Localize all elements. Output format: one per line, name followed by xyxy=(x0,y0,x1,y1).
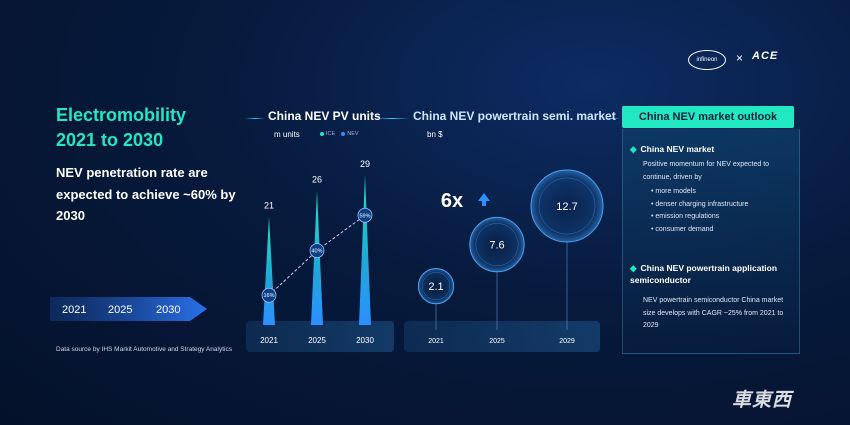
legend-nev: NEV xyxy=(341,131,359,137)
semi-bubble xyxy=(417,267,455,305)
semi-value-label: 2.1 xyxy=(428,281,443,293)
semi-category-label: 2021 xyxy=(428,338,444,345)
semi-category-label: 2025 xyxy=(489,338,505,345)
semi-value-label: 7.6 xyxy=(489,240,504,252)
outlook-text: NEV powertrain semiconductor China marke… xyxy=(643,297,784,329)
list-item: more models xyxy=(651,186,748,199)
timeline-arrow: 2021 2025 2030 xyxy=(50,297,207,321)
pv-category-label: 2030 xyxy=(356,336,374,345)
pv-chart-legend: ICE NEV xyxy=(320,131,359,137)
pv-chart-unit: m units xyxy=(274,130,300,139)
data-source-note: Data source by IHS Markit Automotive and… xyxy=(56,346,232,353)
divider xyxy=(245,118,265,119)
title-line-2: 2021 to 2030 xyxy=(56,130,164,150)
pv-units-chart: 21 2021 26 2025 29 2030 16% 40% 59% xyxy=(260,159,374,345)
penetration-marker xyxy=(309,243,325,259)
page-subtitle: NEV penetration rate are expected to ach… xyxy=(56,165,236,223)
semi-chart-title: China NEV powertrain semi. market xyxy=(413,109,616,123)
pv-bar xyxy=(263,216,275,325)
semi-value-label: 12.7 xyxy=(556,201,577,213)
infineon-logo: infineon xyxy=(688,50,726,70)
semi-chart-unit: bn $ xyxy=(427,130,443,139)
pv-bar xyxy=(359,175,371,325)
list-item: consumer demand xyxy=(651,224,748,237)
semi-bubble-ring xyxy=(421,272,451,301)
legend-ice: ICE xyxy=(320,131,335,137)
list-item: emission regulations xyxy=(651,211,748,224)
semi-category-label: 2029 xyxy=(559,338,575,345)
outlook-text: Positive momentum for NEV expected to co… xyxy=(643,161,770,181)
title-line-1: Electromobility xyxy=(56,105,187,125)
penetration-label: 59% xyxy=(359,213,370,219)
penetration-marker xyxy=(357,207,373,223)
watermark-logo: 車東西 xyxy=(732,390,793,411)
growth-multiplier: 6x xyxy=(441,190,463,212)
logo-bar: infineon × ACE xyxy=(688,48,808,70)
ace-logo: ACE xyxy=(752,50,779,62)
divider xyxy=(604,118,620,119)
pv-chart-title: China NEV PV units xyxy=(268,109,381,123)
page-title: Electromobility 2021 to 2030 xyxy=(56,103,186,153)
semi-market-chart: 2.1 2021 7.6 2025 12.7 2029 6x xyxy=(417,169,604,345)
pv-category-label: 2021 xyxy=(260,336,278,345)
list-item: denser charging infrastructure xyxy=(651,199,748,212)
outlook-heading: ◆ China NEV powertrain application semico… xyxy=(630,263,778,285)
timeline-year: 2030 xyxy=(156,304,180,316)
logo-separator: × xyxy=(736,51,744,65)
up-arrow-icon xyxy=(478,193,490,206)
semi-bubble-ring xyxy=(538,177,596,235)
outlook-title: China NEV market outlook xyxy=(622,106,794,128)
divider xyxy=(374,118,410,119)
semi-bubble-ring xyxy=(475,223,519,266)
penetration-label: 40% xyxy=(311,249,322,255)
penetration-label: 16% xyxy=(263,293,274,299)
pv-value-label: 21 xyxy=(264,201,274,211)
outlook-heading: ◆ China NEV market xyxy=(630,144,715,154)
semi-bubble xyxy=(530,169,604,243)
outlook-driver-list: more models denser charging infrastructu… xyxy=(651,186,748,236)
penetration-marker xyxy=(261,287,277,303)
timeline-year: 2021 xyxy=(62,304,86,316)
pv-value-label: 29 xyxy=(360,159,370,169)
outlook-panel xyxy=(622,129,800,354)
pv-value-label: 26 xyxy=(312,175,322,185)
pv-category-label: 2025 xyxy=(308,336,326,345)
timeline-year: 2025 xyxy=(108,304,132,316)
semi-bubble xyxy=(469,216,525,273)
